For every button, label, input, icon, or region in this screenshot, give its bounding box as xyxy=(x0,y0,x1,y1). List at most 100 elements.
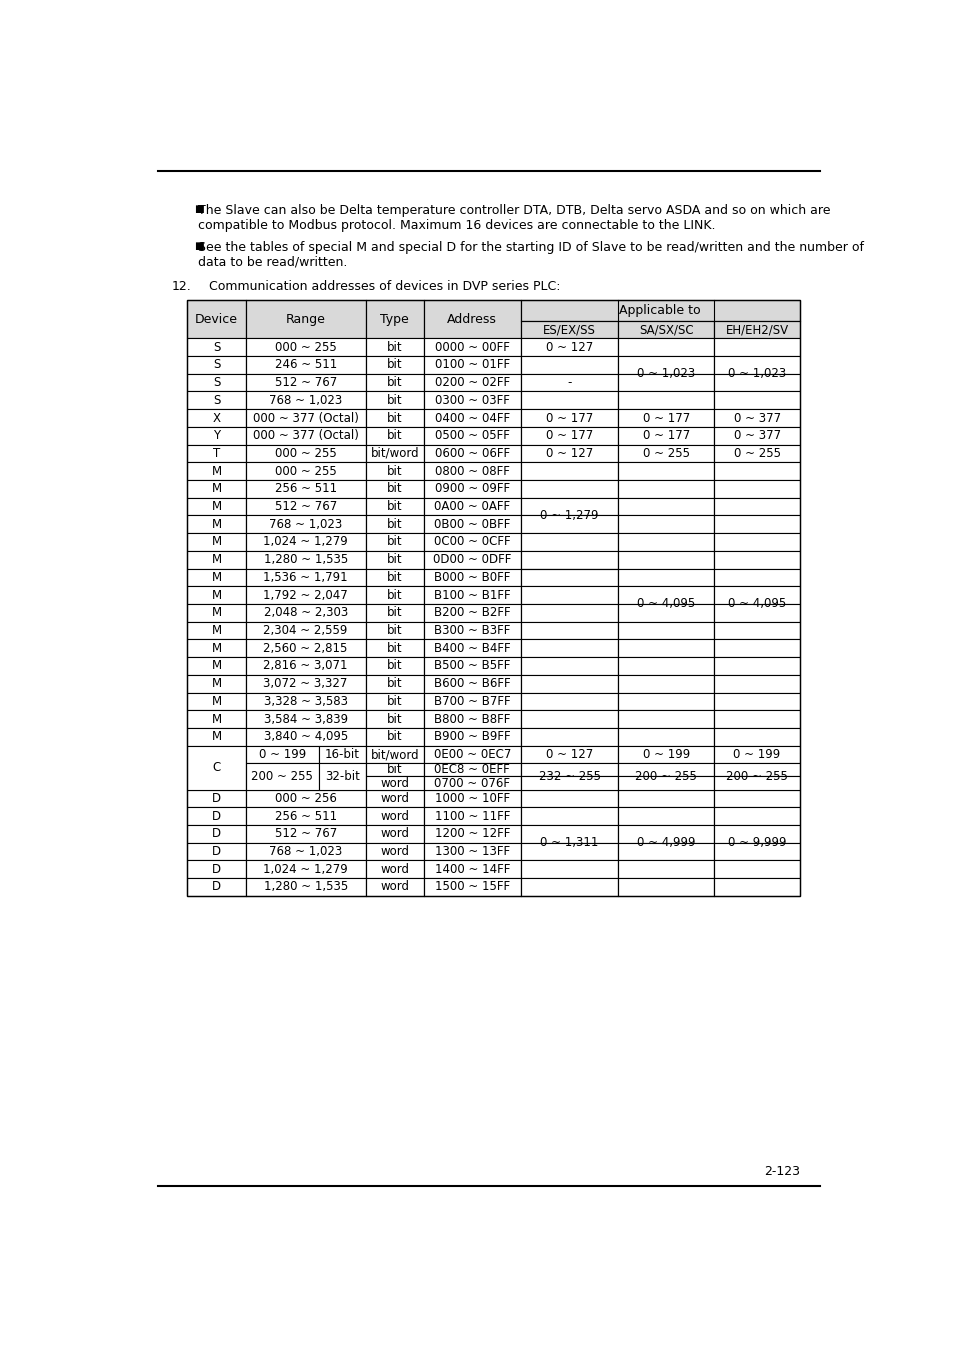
Bar xyxy=(520,878,618,896)
Bar xyxy=(520,356,618,374)
Bar xyxy=(423,444,520,462)
Bar xyxy=(245,763,319,790)
Bar xyxy=(423,657,520,675)
Bar xyxy=(423,462,520,481)
Text: 0 ~ 199: 0 ~ 199 xyxy=(642,748,689,761)
Text: bit: bit xyxy=(387,763,402,776)
Bar xyxy=(520,745,618,763)
Bar xyxy=(365,300,423,339)
Bar xyxy=(365,409,423,427)
Bar xyxy=(618,462,714,481)
Bar xyxy=(618,356,714,374)
Bar xyxy=(714,427,799,444)
Bar xyxy=(365,551,423,568)
Text: D: D xyxy=(212,792,221,805)
Bar xyxy=(423,878,520,896)
Bar xyxy=(714,568,799,586)
Bar xyxy=(618,675,714,693)
Text: D: D xyxy=(212,845,221,859)
Bar xyxy=(187,603,245,622)
Bar xyxy=(187,300,799,896)
Bar xyxy=(520,860,618,878)
Bar xyxy=(365,657,423,675)
Bar xyxy=(423,481,520,498)
Text: 0 ~ 9,999: 0 ~ 9,999 xyxy=(727,836,785,849)
Text: 200 ~ 255: 200 ~ 255 xyxy=(725,769,787,783)
Text: 32-bit: 32-bit xyxy=(325,769,359,783)
Bar xyxy=(520,498,618,516)
Bar xyxy=(423,339,520,356)
Text: Range: Range xyxy=(285,313,325,325)
Text: M: M xyxy=(212,624,221,637)
Bar xyxy=(520,693,618,710)
Text: 0 ~ 1,023: 0 ~ 1,023 xyxy=(637,367,695,381)
Bar xyxy=(245,693,365,710)
Bar xyxy=(618,710,714,728)
Text: 256 ~ 511: 256 ~ 511 xyxy=(274,482,336,495)
Text: 768 ~ 1,023: 768 ~ 1,023 xyxy=(269,845,342,859)
Text: 000 ~ 255: 000 ~ 255 xyxy=(274,447,336,460)
Bar xyxy=(365,842,423,860)
Text: M: M xyxy=(212,589,221,602)
Bar xyxy=(187,300,245,339)
Text: 0 ~ 199: 0 ~ 199 xyxy=(733,748,780,761)
Text: 000 ~ 377 (Octal): 000 ~ 377 (Octal) xyxy=(253,412,358,424)
Bar xyxy=(714,551,799,568)
Bar xyxy=(618,693,714,710)
Text: word: word xyxy=(380,863,409,876)
Bar xyxy=(245,533,365,551)
Bar xyxy=(618,409,714,427)
Text: 1,792 ~ 2,047: 1,792 ~ 2,047 xyxy=(263,589,348,602)
Bar xyxy=(618,745,714,763)
Bar xyxy=(618,807,714,825)
Text: 1,536 ~ 1,791: 1,536 ~ 1,791 xyxy=(263,571,348,585)
Text: bit: bit xyxy=(387,412,402,424)
Bar xyxy=(423,603,520,622)
Text: 0 ~ 177: 0 ~ 177 xyxy=(642,429,689,443)
Text: bit: bit xyxy=(387,358,402,371)
Text: B900 ~ B9FF: B900 ~ B9FF xyxy=(434,730,510,744)
Text: D: D xyxy=(212,863,221,876)
Bar xyxy=(423,728,520,745)
Bar xyxy=(714,763,799,776)
Text: B700 ~ B7FF: B700 ~ B7FF xyxy=(434,695,510,707)
Text: 512 ~ 767: 512 ~ 767 xyxy=(274,500,336,513)
Text: 0 ~ 255: 0 ~ 255 xyxy=(733,447,780,460)
Text: 0A00 ~ 0AFF: 0A00 ~ 0AFF xyxy=(434,500,510,513)
Bar xyxy=(520,444,618,462)
Text: M: M xyxy=(212,500,221,513)
Text: 0 ~ 377: 0 ~ 377 xyxy=(733,412,780,424)
Bar xyxy=(365,586,423,603)
Bar xyxy=(187,860,245,878)
Text: -: - xyxy=(567,377,571,389)
Bar xyxy=(423,586,520,603)
Bar xyxy=(365,444,423,462)
Bar xyxy=(365,481,423,498)
Text: S: S xyxy=(213,377,220,389)
Text: Applicable to: Applicable to xyxy=(618,304,700,317)
Bar xyxy=(520,321,618,339)
Bar xyxy=(187,392,245,409)
Text: 0D00 ~ 0DFF: 0D00 ~ 0DFF xyxy=(433,554,511,566)
Text: M: M xyxy=(212,554,221,566)
Text: bit: bit xyxy=(387,589,402,602)
Bar xyxy=(423,533,520,551)
Bar xyxy=(520,516,618,533)
Text: D: D xyxy=(212,828,221,840)
Text: bit: bit xyxy=(387,518,402,531)
Bar xyxy=(187,693,245,710)
Bar xyxy=(618,568,714,586)
Text: bit: bit xyxy=(387,695,402,707)
Text: 0E00 ~ 0EC7: 0E00 ~ 0EC7 xyxy=(433,748,511,761)
Bar xyxy=(714,710,799,728)
Text: 0 ~ 4,095: 0 ~ 4,095 xyxy=(727,598,785,610)
Text: 0 ~ 255: 0 ~ 255 xyxy=(642,447,689,460)
Bar xyxy=(365,533,423,551)
Text: word: word xyxy=(380,880,409,894)
Bar xyxy=(423,392,520,409)
Bar xyxy=(714,374,799,392)
Bar xyxy=(365,693,423,710)
Bar xyxy=(618,481,714,498)
Text: 2-123: 2-123 xyxy=(763,1165,799,1179)
Text: S: S xyxy=(213,340,220,354)
